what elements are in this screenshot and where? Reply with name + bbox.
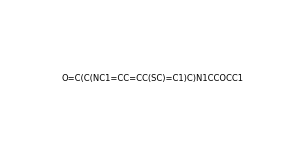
Text: O=C(C(NC1=CC=CC(SC)=C1)C)N1CCOCC1: O=C(C(NC1=CC=CC(SC)=C1)C)N1CCOCC1: [62, 73, 244, 82]
